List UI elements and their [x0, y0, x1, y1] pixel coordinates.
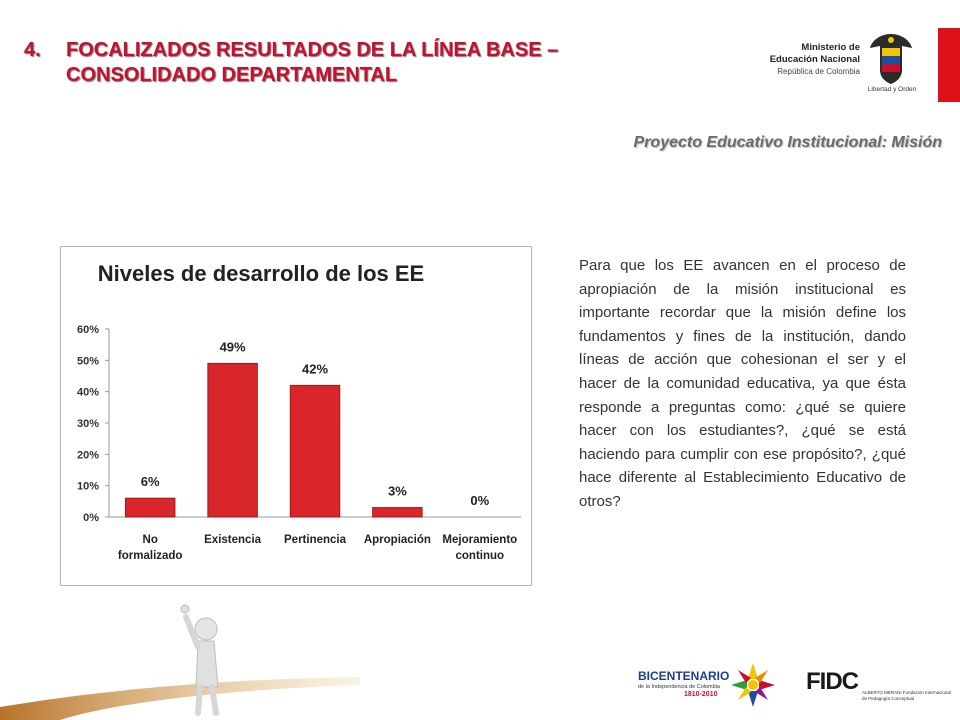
bar [124, 497, 176, 518]
title-text: FOCALIZADOS RESULTADOS DE LA LÍNEA BASE … [66, 39, 559, 86]
data-label: 0% [470, 493, 489, 508]
category-label: No [143, 534, 158, 546]
category-label: Pertinencia [284, 534, 347, 546]
y-tick-label: 50% [77, 355, 99, 367]
bicentenario-label: BICENTENARIO [638, 669, 730, 683]
section-subtitle: Proyecto Educativo Institucional: Misión [633, 134, 942, 151]
red-accent-tab [938, 28, 960, 102]
bar [289, 384, 341, 518]
bar [372, 507, 423, 518]
ministry-name: Ministerio de Educación Nacional Repúbli… [762, 42, 860, 78]
y-tick-label: 20% [77, 449, 99, 461]
fidc-logo: FIDC ALBERTO MERANI Fundación Internacio… [806, 668, 951, 712]
chart-title: Niveles de desarrollo de los EE [97, 261, 425, 286]
category-label: continuo [456, 550, 505, 562]
bicentenario-years: 1810-2010 [684, 691, 718, 698]
ministry-line-3: República de Colombia [777, 67, 860, 76]
category-label: Mejoramiento [442, 534, 517, 546]
data-label: 3% [388, 484, 407, 499]
ministry-line-1: Ministerio de [801, 42, 860, 53]
coat-of-arms-icon [870, 34, 912, 84]
ministry-line-2: Educación Nacional [769, 54, 860, 65]
bar [207, 362, 258, 518]
y-tick-label: 60% [77, 324, 99, 336]
y-tick-label: 0% [83, 512, 99, 524]
fidc-subtitle: ALBERTO MERANI Fundación Internacional d… [862, 690, 951, 701]
chart-panel: Niveles de desarrollo de los EE 0% 10% 20%… [60, 246, 532, 586]
thinking-figure-illustration [0, 604, 360, 720]
category-label: formalizado [118, 550, 183, 562]
bicentenario-logo: BICENTENARIO de la Independencia de Colo… [638, 660, 778, 710]
category-label: Existencia [204, 534, 261, 546]
data-label: 6% [141, 474, 160, 489]
category-label: Apropiación [364, 534, 431, 546]
bar-chart: 0% 10% 20% 30% 40% 50% 60% 6% No formalizado 49% Ex… [77, 324, 521, 562]
data-label: 49% [220, 339, 246, 354]
y-tick-label: 40% [77, 387, 99, 399]
y-tick-label: 10% [77, 481, 99, 493]
body-paragraph: Para que los EE avancen en el proceso de… [579, 257, 906, 510]
title-number: 4. [24, 39, 41, 61]
ministry-logo: Ministerio de Educación Nacional Repúbli… [762, 30, 917, 100]
fidc-label: FIDC [806, 668, 859, 695]
data-label: 42% [302, 361, 328, 376]
ministry-motto: Libertad y Orden [867, 86, 917, 93]
sun-flower-icon [731, 663, 775, 707]
bicentenario-subtitle: de la Independencia de Colombia [638, 684, 720, 690]
y-tick-label: 30% [77, 418, 99, 430]
